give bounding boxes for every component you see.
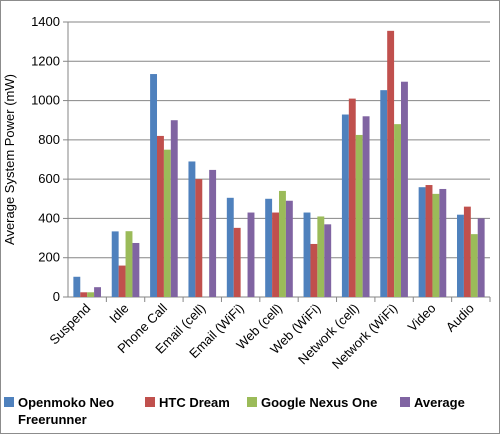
bar [285,200,293,297]
legend-swatch [145,397,155,407]
legend-label: HTC Dream [159,395,230,410]
bar [348,98,356,297]
bar [132,242,140,297]
legend-swatch [247,397,257,407]
bar [94,287,101,297]
legend-swatch [400,397,410,407]
bar [310,243,318,297]
bar [439,188,447,297]
bar [425,185,433,297]
y-tick-label: 600 [38,171,60,186]
bar [118,265,126,297]
bar [400,81,408,297]
y-tick-label: 1000 [31,93,60,108]
bar [418,187,426,297]
bar [265,198,273,297]
legend-label: Openmoko Neo [18,395,114,410]
bar [226,197,234,297]
bar [209,169,217,297]
bar [188,161,196,297]
legend-swatch [4,397,14,407]
y-tick-label: 1400 [31,14,60,29]
bar [380,90,388,298]
bar [470,234,478,297]
bar [387,30,395,297]
bar [150,74,158,297]
bar [111,231,119,297]
y-axis-label: Average System Power (mW) [2,74,17,245]
y-tick-label: 800 [38,132,60,147]
y-tick-label: 400 [38,210,60,225]
bar [341,114,349,298]
bar [317,216,325,297]
bar [247,212,255,297]
bar [170,120,178,297]
bar [87,292,95,297]
bar [394,124,401,298]
bar [272,212,279,297]
bar [233,227,241,297]
bar [195,179,203,297]
bar [355,134,363,297]
bar [73,276,81,297]
bar [362,116,370,298]
x-category-label: Audio [443,301,477,335]
y-tick-label: 1200 [31,53,60,68]
x-category-label: Suspend [46,301,93,348]
x-category-label: Video [405,301,439,335]
bar [279,190,286,297]
bar [324,224,332,297]
legend-label: Average [414,395,465,410]
bar [80,292,88,297]
bar [457,214,464,297]
x-category-label: Idle [106,301,131,326]
bar [432,193,440,297]
bar [125,231,133,297]
bar [463,206,471,297]
bar [157,135,164,297]
y-tick-label: 200 [38,250,60,265]
legend-label: Freerunner [18,412,87,427]
bar [477,218,485,297]
y-tick-label: 0 [53,289,60,304]
legend-label: Google Nexus One [261,395,377,410]
bar [163,149,171,297]
bar [303,212,311,297]
